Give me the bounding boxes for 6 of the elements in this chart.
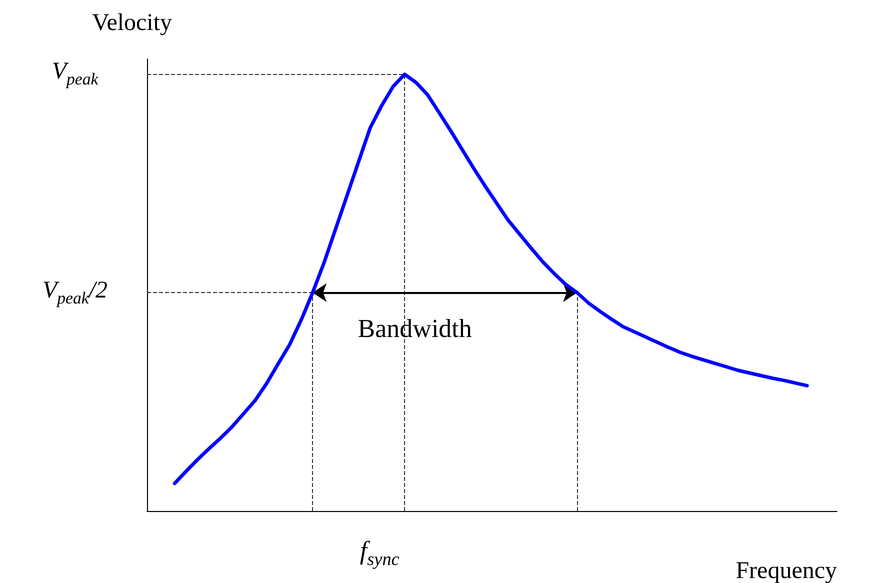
y-axis-title: Velocity <box>92 10 172 36</box>
x-axis-title: Frequency <box>736 558 837 583</box>
ref-line-label: V$_{peak}$/2 <box>42 277 108 308</box>
text: f$_{sync}$ <box>360 536 400 569</box>
annotation: Bandwidth <box>358 314 472 343</box>
ref-line-label: V$_{peak}$ <box>52 58 98 89</box>
